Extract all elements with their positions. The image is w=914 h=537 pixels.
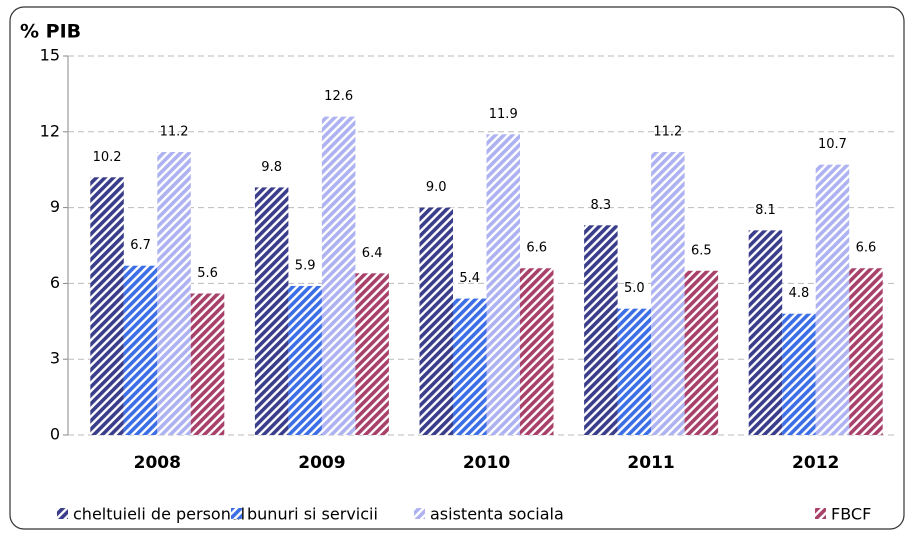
bar [419, 207, 453, 435]
value-label: 11.2 [653, 125, 682, 140]
value-label: 6.5 [691, 243, 712, 258]
legend-label: bunuri si servicii [247, 505, 378, 524]
bar [617, 308, 652, 435]
bar [849, 268, 883, 435]
bar [584, 225, 618, 435]
bar [651, 152, 685, 435]
y-tick-label: 0 [50, 425, 60, 444]
y-tick-label: 9 [50, 197, 60, 216]
value-label: 10.7 [818, 137, 847, 152]
value-label: 9.8 [261, 160, 282, 175]
chart-title: % PIB [20, 21, 81, 43]
legend-label: asistenta sociala [430, 505, 564, 524]
value-label: 8.3 [591, 198, 612, 213]
x-tick-label: 2012 [792, 453, 839, 473]
value-label: 5.6 [197, 266, 218, 281]
bar [90, 177, 124, 435]
x-tick-label: 2011 [627, 453, 674, 473]
bar [157, 152, 191, 435]
value-label: 6.7 [130, 238, 151, 253]
value-label: 10.2 [93, 150, 122, 165]
value-label: 11.9 [489, 107, 518, 122]
y-tick-label: 3 [50, 349, 60, 368]
value-label: 4.8 [789, 286, 810, 301]
bar [321, 116, 356, 435]
value-label: 5.9 [295, 258, 316, 273]
y-tick-label: 6 [50, 273, 60, 292]
value-label: 11.2 [160, 125, 189, 140]
value-label: 5.0 [624, 281, 645, 296]
legend-swatch [815, 508, 826, 519]
bar [453, 298, 487, 435]
value-label: 9.0 [426, 180, 447, 195]
bar [486, 134, 520, 435]
legend-swatch [231, 508, 242, 519]
value-label: 12.6 [324, 89, 353, 104]
bar [684, 270, 719, 435]
value-label: 6.6 [856, 241, 877, 256]
legend-swatch [57, 508, 68, 519]
bar [288, 285, 322, 435]
y-tick-label: 12 [40, 121, 60, 140]
legend-swatch [414, 508, 425, 519]
value-label: 8.1 [755, 203, 776, 218]
bar [748, 230, 783, 435]
x-tick-label: 2010 [463, 453, 510, 473]
x-tick-label: 2009 [298, 453, 345, 473]
x-tick-label: 2008 [134, 453, 181, 473]
bar [815, 164, 850, 435]
value-label: 6.6 [526, 241, 547, 256]
legend-label: cheltuieli de personal [73, 505, 245, 524]
bar [254, 187, 289, 435]
value-label: 5.4 [459, 271, 480, 286]
bar [782, 313, 816, 435]
bar [190, 293, 225, 435]
y-tick-label: 15 [40, 46, 60, 65]
bar [520, 268, 554, 435]
legend-label: FBCF [831, 505, 871, 524]
bar [123, 265, 158, 435]
bar [355, 273, 389, 435]
value-label: 6.4 [362, 246, 383, 261]
